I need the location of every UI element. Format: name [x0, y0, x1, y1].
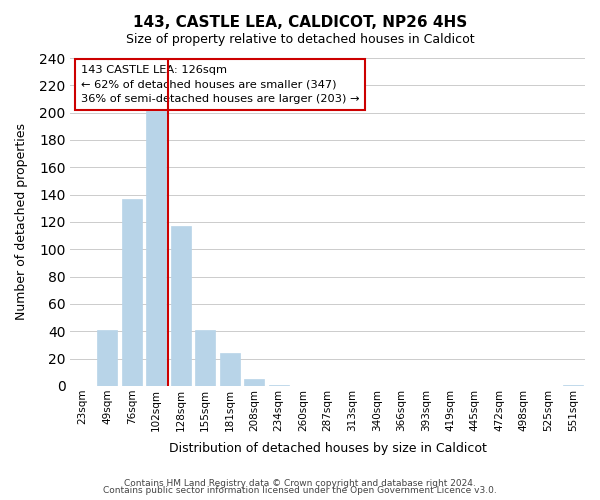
Bar: [220, 353, 239, 386]
Bar: [171, 226, 191, 386]
Bar: [146, 112, 166, 386]
Text: 143, CASTLE LEA, CALDICOT, NP26 4HS: 143, CASTLE LEA, CALDICOT, NP26 4HS: [133, 15, 467, 30]
Text: 143 CASTLE LEA: 126sqm
← 62% of detached houses are smaller (347)
36% of semi-de: 143 CASTLE LEA: 126sqm ← 62% of detached…: [81, 64, 359, 104]
Text: Size of property relative to detached houses in Caldicot: Size of property relative to detached ho…: [125, 32, 475, 46]
Text: Contains HM Land Registry data © Crown copyright and database right 2024.: Contains HM Land Registry data © Crown c…: [124, 478, 476, 488]
Bar: [269, 384, 289, 386]
Bar: [563, 384, 583, 386]
Text: Contains public sector information licensed under the Open Government Licence v3: Contains public sector information licen…: [103, 486, 497, 495]
Bar: [244, 379, 264, 386]
Bar: [97, 330, 117, 386]
X-axis label: Distribution of detached houses by size in Caldicot: Distribution of detached houses by size …: [169, 442, 487, 455]
Y-axis label: Number of detached properties: Number of detached properties: [15, 124, 28, 320]
Bar: [122, 199, 142, 386]
Bar: [196, 330, 215, 386]
